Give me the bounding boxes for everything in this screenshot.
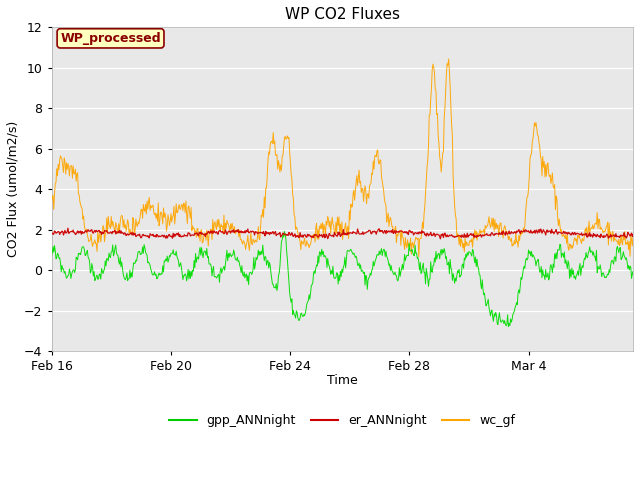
Title: WP CO2 Fluxes: WP CO2 Fluxes [285, 7, 400, 22]
Text: WP_processed: WP_processed [60, 32, 161, 45]
Legend: gpp_ANNnight, er_ANNnight, wc_gf: gpp_ANNnight, er_ANNnight, wc_gf [164, 409, 520, 432]
Y-axis label: CO2 Flux (umol/m2/s): CO2 Flux (umol/m2/s) [7, 121, 20, 257]
X-axis label: Time: Time [327, 374, 358, 387]
